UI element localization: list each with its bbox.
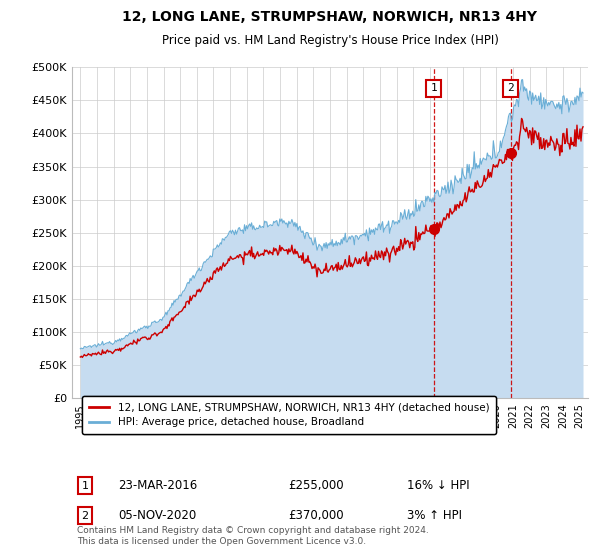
Text: £370,000: £370,000 <box>289 509 344 522</box>
Text: Contains HM Land Registry data © Crown copyright and database right 2024.
This d: Contains HM Land Registry data © Crown c… <box>77 526 429 546</box>
Text: 12, LONG LANE, STRUMPSHAW, NORWICH, NR13 4HY: 12, LONG LANE, STRUMPSHAW, NORWICH, NR13… <box>122 10 538 24</box>
Text: 1: 1 <box>82 480 88 491</box>
Text: 3% ↑ HPI: 3% ↑ HPI <box>407 509 463 522</box>
Text: 2: 2 <box>82 511 88 521</box>
Text: £255,000: £255,000 <box>289 479 344 492</box>
Text: 1: 1 <box>430 83 437 94</box>
Text: 23-MAR-2016: 23-MAR-2016 <box>118 479 197 492</box>
Text: 16% ↓ HPI: 16% ↓ HPI <box>407 479 470 492</box>
Legend: 12, LONG LANE, STRUMPSHAW, NORWICH, NR13 4HY (detached house), HPI: Average pric: 12, LONG LANE, STRUMPSHAW, NORWICH, NR13… <box>82 396 496 433</box>
Text: 2: 2 <box>507 83 514 94</box>
Text: Price paid vs. HM Land Registry's House Price Index (HPI): Price paid vs. HM Land Registry's House … <box>161 34 499 48</box>
Text: 05-NOV-2020: 05-NOV-2020 <box>118 509 197 522</box>
